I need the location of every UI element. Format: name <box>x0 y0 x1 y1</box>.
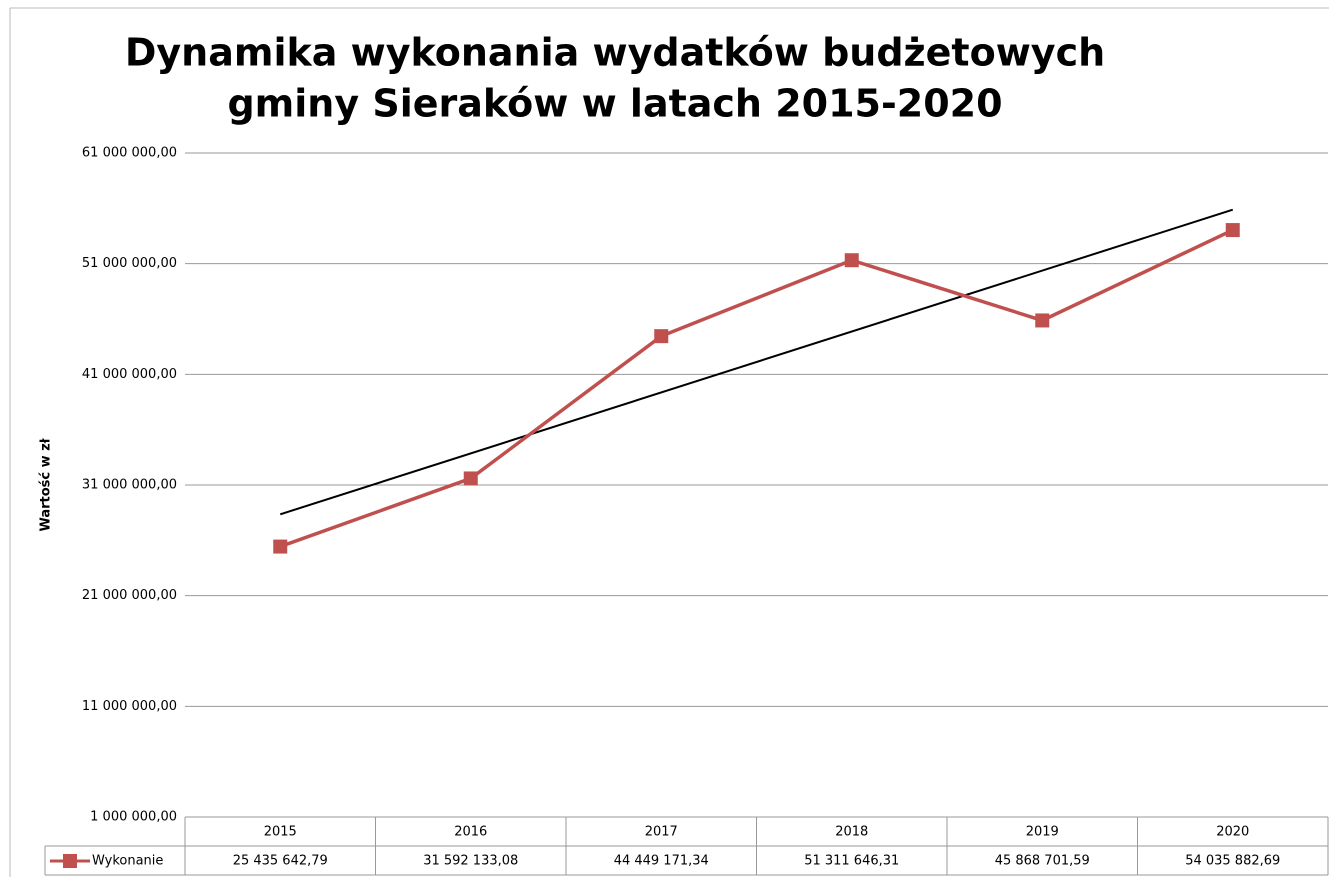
marker <box>273 539 288 554</box>
y-axis-label: Wartość w zł <box>39 437 54 531</box>
y-tick-label: 31 000 000,00 <box>82 478 177 493</box>
y-tick-label: 61 000 000,00 <box>82 146 177 161</box>
x-tick-label: 2020 <box>1216 825 1249 840</box>
chart-subtitle: gminy Sieraków w latach 2015-2020 <box>227 82 1002 126</box>
data-label: 31 592 133,08 <box>423 854 518 869</box>
marker <box>844 253 859 268</box>
x-tick-label: 2018 <box>835 825 868 840</box>
legend-label: Wykonanie <box>92 854 163 869</box>
data-label: 45 868 701,59 <box>995 854 1090 869</box>
data-label: 25 435 642,79 <box>233 854 328 869</box>
marker <box>1225 223 1240 238</box>
legend-marker <box>63 854 77 868</box>
data-label: 44 449 171,34 <box>614 854 709 869</box>
data-label: 54 035 882,69 <box>1185 854 1280 869</box>
y-tick-label: 21 000 000,00 <box>82 588 177 603</box>
chart-title: Dynamika wykonania wydatków budżetowych <box>125 31 1105 75</box>
marker <box>654 329 669 344</box>
x-tick-label: 2016 <box>454 825 487 840</box>
y-tick-label: 41 000 000,00 <box>82 367 177 382</box>
y-tick-label: 51 000 000,00 <box>82 256 177 271</box>
x-tick-label: 2019 <box>1026 825 1059 840</box>
y-tick-label: 11 000 000,00 <box>82 699 177 714</box>
marker <box>1035 313 1050 328</box>
x-tick-label: 2017 <box>645 825 678 840</box>
x-tick-label: 2015 <box>264 825 297 840</box>
y-tick-label: 1 000 000,00 <box>90 810 177 825</box>
marker <box>463 471 478 486</box>
data-label: 51 311 646,31 <box>804 854 899 869</box>
trend-line <box>279 208 1234 516</box>
line <box>279 228 1234 549</box>
